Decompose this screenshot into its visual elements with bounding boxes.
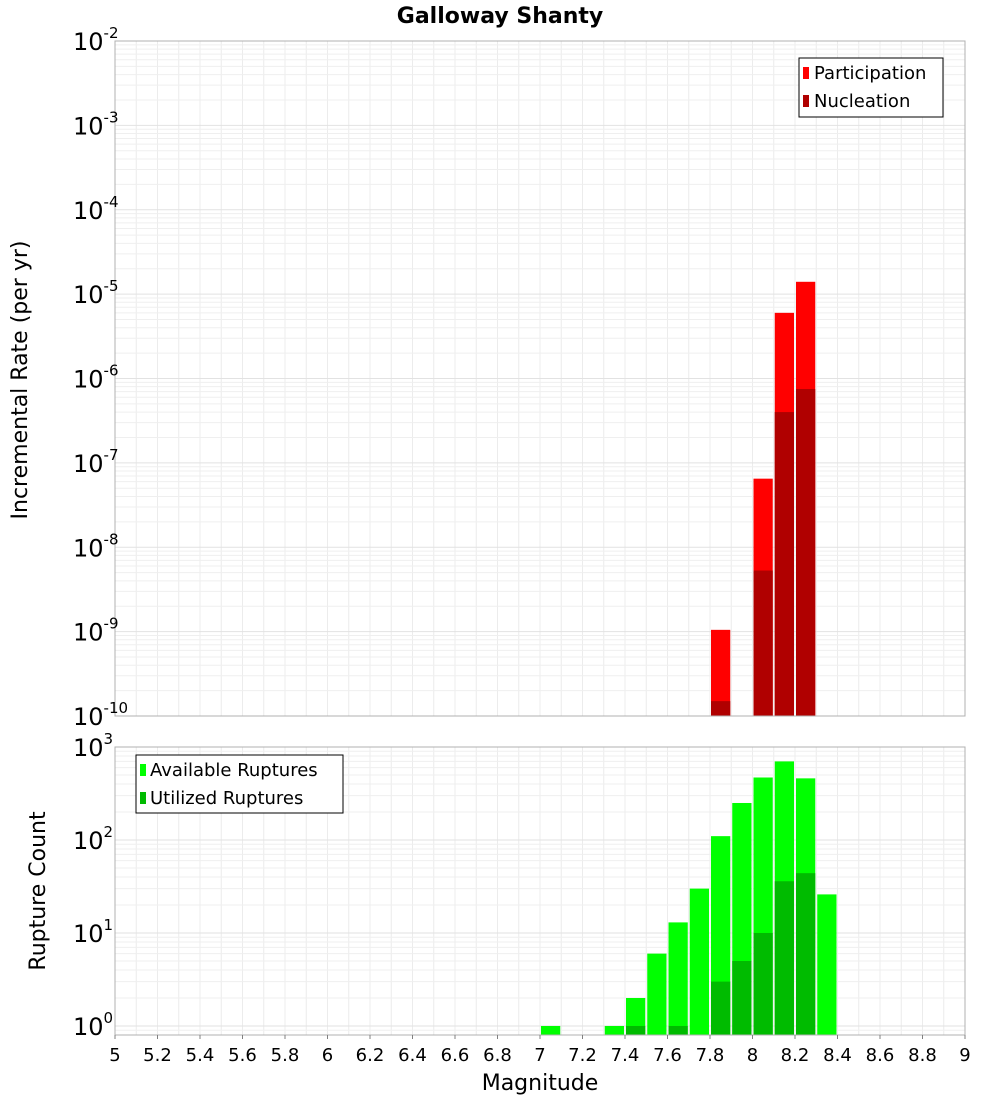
x-tick-label: 5.8 [271, 1045, 300, 1066]
rate-panel: 10-10 10-9 10-8 10-7 10-6 10-5 10-4 10-3 10-2 In… [8, 24, 966, 731]
utilized-ruptures-bar [626, 1025, 646, 1035]
count-y-tick-label: 102 [73, 823, 113, 855]
x-tick-label: 6.8 [483, 1045, 512, 1066]
x-tick-label: 7 [534, 1045, 545, 1066]
chart-title: Galloway Shanty [397, 4, 603, 29]
rate-y-tick-label: 10-5 [73, 277, 119, 309]
available-ruptures-bar [647, 953, 667, 1035]
rate-legend-box [798, 57, 944, 118]
x-tick-label: 6 [322, 1045, 333, 1066]
utilized-ruptures-bar [753, 932, 773, 1035]
x-axis-ticks: 5 5.2 5.4 5.6 5.8 6 6.2 6.4 6.6 6.8 7 7.2 7.4 7.6 7.8 8… [109, 1035, 971, 1066]
available-ruptures-legend-swatch [140, 764, 146, 776]
available-ruptures-bar [689, 888, 709, 1035]
count-bars [541, 761, 837, 1035]
utilized-ruptures-bar [732, 960, 752, 1035]
nucleation-bar [711, 701, 731, 716]
available-ruptures-bar [668, 922, 688, 1035]
x-tick-label: 5.4 [186, 1045, 215, 1066]
available-ruptures-bar [626, 997, 646, 1035]
nucleation-legend-label: Nucleation [814, 91, 910, 112]
x-tick-label: 6.6 [441, 1045, 470, 1066]
x-tick-label: 8.4 [823, 1045, 852, 1066]
count-legend-box [135, 754, 344, 814]
utilized-ruptures-bar [668, 1025, 688, 1035]
count-y-axis-label: Rupture Count [26, 811, 51, 971]
count-panel: 100 101 102 103 Rupture Count Available Rup… [26, 730, 966, 1041]
rate-y-tick-label: 10-3 [73, 108, 119, 140]
utilized-ruptures-bar [711, 981, 731, 1035]
rate-legend: Participation Nucleation [798, 57, 944, 118]
nucleation-bar [796, 389, 816, 716]
x-tick-label: 8.8 [908, 1045, 937, 1066]
x-axis-label: Magnitude [482, 1071, 599, 1096]
nucleation-bar [753, 570, 773, 716]
rate-bars [711, 281, 816, 716]
nucleation-bar [774, 412, 794, 716]
x-tick-label: 7.4 [611, 1045, 640, 1066]
rate-y-tick-label: 10-9 [73, 615, 119, 647]
rate-plot-border [114, 40, 966, 717]
x-tick-label: 6.4 [398, 1045, 427, 1066]
x-tick-label: 5 [109, 1045, 120, 1066]
x-tick-label: 6.2 [356, 1045, 385, 1066]
count-y-tick-label: 100 [73, 1009, 113, 1041]
count-y-tick-label: 101 [73, 916, 113, 948]
x-tick-label: 8 [747, 1045, 758, 1066]
rate-gridlines [114, 40, 966, 717]
rate-y-tick-label: 10-4 [73, 193, 119, 225]
x-tick-label: 7.8 [696, 1045, 725, 1066]
rate-y-ticks: 10-10 10-9 10-8 10-7 10-6 10-5 10-4 10-3 10-2 [73, 24, 128, 731]
available-ruptures-bar [604, 1025, 624, 1035]
rate-y-tick-label: 10-6 [73, 362, 119, 394]
utilized-ruptures-bar [796, 873, 816, 1035]
x-tick-label: 7.6 [653, 1045, 682, 1066]
x-tick-label: 7.2 [568, 1045, 597, 1066]
participation-legend-label: Participation [814, 63, 926, 84]
available-ruptures-legend-label: Available Ruptures [150, 760, 318, 781]
x-tick-label: 5.6 [228, 1045, 257, 1066]
x-tick-label: 8.6 [866, 1045, 895, 1066]
utilized-ruptures-legend-label: Utilized Ruptures [150, 788, 303, 809]
count-legend: Available Ruptures Utilized Ruptures [135, 754, 344, 814]
rate-y-tick-label: 10-10 [73, 699, 128, 731]
participation-legend-swatch [803, 67, 809, 79]
participation-bar [711, 629, 731, 716]
rate-y-tick-label: 10-7 [73, 446, 119, 478]
x-tick-label: 8.2 [781, 1045, 810, 1066]
utilized-ruptures-bar [774, 881, 794, 1035]
available-ruptures-bar [541, 1025, 561, 1035]
utilized-ruptures-legend-swatch [140, 792, 146, 804]
x-tick-label: 9 [959, 1045, 970, 1066]
count-y-ticks: 100 101 102 103 [73, 730, 113, 1041]
rate-y-tick-label: 10-8 [73, 530, 119, 562]
rate-y-tick-label: 10-2 [73, 24, 119, 56]
count-y-tick-label: 103 [73, 730, 113, 762]
nucleation-legend-swatch [803, 95, 809, 107]
rate-y-axis-label: Incremental Rate (per yr) [8, 241, 33, 520]
x-tick-label: 5.2 [143, 1045, 172, 1066]
available-ruptures-bar [817, 894, 837, 1035]
